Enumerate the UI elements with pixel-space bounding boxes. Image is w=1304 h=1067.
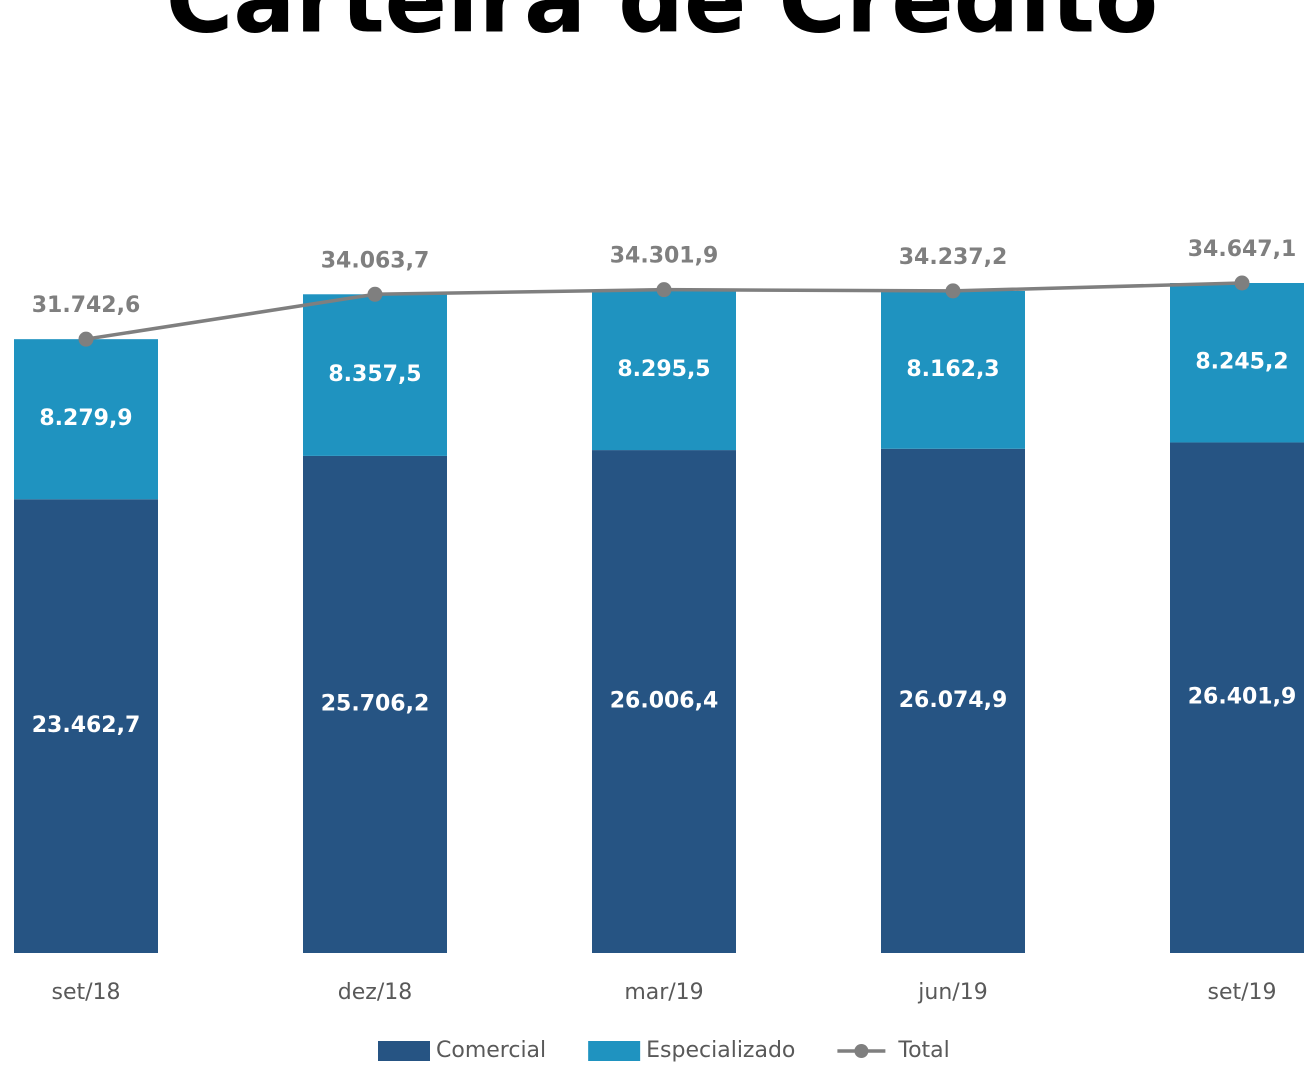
data-label: 26.401,9 (1188, 685, 1297, 710)
x-tick-label: set/19 (1207, 980, 1276, 1005)
total-marker (656, 282, 672, 298)
data-label: 25.706,2 (321, 691, 430, 716)
data-label: 34.301,9 (610, 244, 719, 269)
bar-segment (1170, 283, 1304, 443)
legend-swatch (854, 1044, 869, 1058)
data-label: 34.237,2 (899, 245, 1008, 270)
data-label: 8.279,9 (39, 406, 132, 431)
bar-segment (14, 339, 158, 500)
bar-segment (14, 499, 158, 953)
bar-segment (881, 290, 1025, 449)
data-label: 8.357,5 (328, 362, 421, 387)
data-label: 8.162,3 (906, 357, 999, 382)
bar-segment (303, 294, 447, 456)
data-label: 8.245,2 (1195, 350, 1288, 375)
bar-segment (592, 450, 736, 953)
total-marker (367, 286, 383, 302)
legend-swatch (588, 1041, 641, 1061)
legend-label: Comercial (436, 1038, 546, 1063)
x-tick-label: dez/18 (338, 980, 412, 1005)
data-label: 23.462,7 (32, 713, 141, 738)
bar-segment (303, 455, 447, 953)
total-marker (945, 283, 961, 299)
data-label: 34.647,1 (1188, 237, 1297, 262)
legend-swatch (378, 1041, 430, 1061)
data-label: 26.006,4 (610, 689, 719, 714)
bar-segment (592, 289, 736, 451)
legend-label: Total (897, 1038, 949, 1063)
data-label: 31.742,6 (32, 293, 141, 318)
total-marker (1234, 275, 1250, 291)
bar-segment (1170, 442, 1304, 953)
x-tick-label: mar/19 (624, 980, 703, 1005)
total-marker (78, 331, 94, 347)
bar-segment (881, 448, 1025, 953)
legend-label: Especializado (646, 1038, 795, 1063)
x-tick-label: set/18 (51, 980, 120, 1005)
data-label: 34.063,7 (321, 248, 430, 273)
x-tick-label: jun/19 (917, 980, 987, 1005)
data-label: 8.295,5 (617, 357, 710, 382)
chart-title: Carteira de Crédito (166, 0, 1159, 53)
data-label: 26.074,9 (899, 688, 1008, 713)
